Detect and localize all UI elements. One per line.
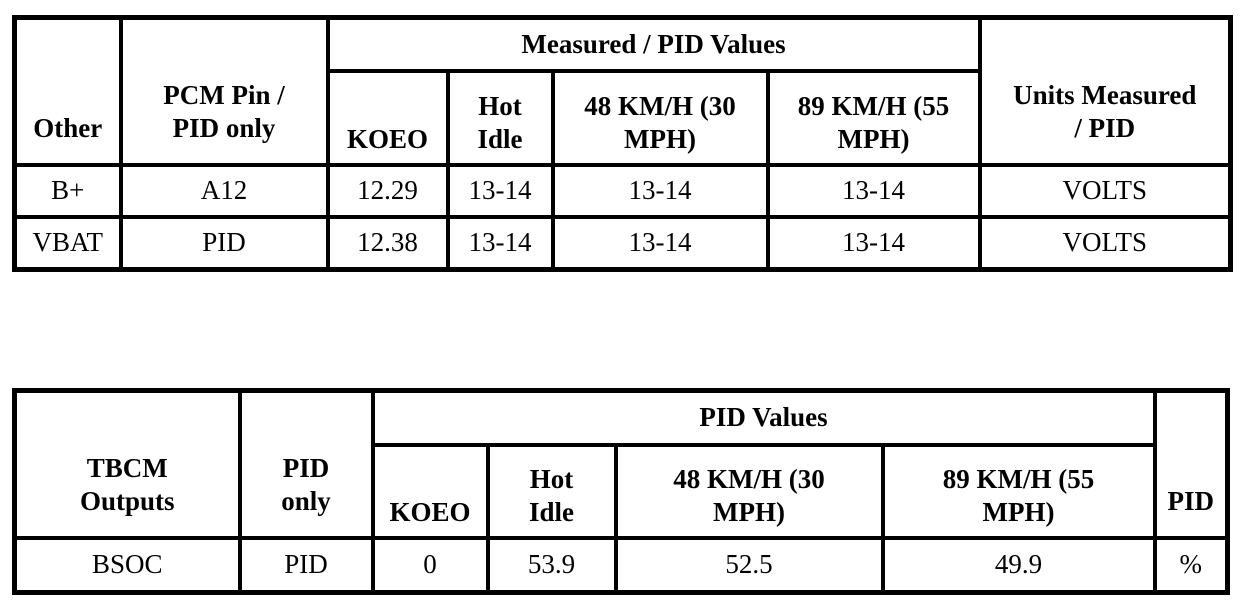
span-header-pid-values: PID Values (370, 388, 1157, 447)
cell-koeo-value: 12.38 (325, 214, 450, 272)
tbcm-outputs-table: TBCM Outputs PID only PID Values PID KOE… (12, 388, 1231, 595)
cell-48kmh-value: 52.5 (613, 535, 885, 595)
cell-signal-name: B+ (12, 162, 123, 219)
cell-pin: PID (118, 214, 330, 272)
col-header-89kmh: 89 KM/H (55 MPH) (765, 68, 982, 167)
cell-89kmh-value: 49.9 (880, 535, 1157, 595)
col-header-hot-idle: Hot Idle (445, 68, 555, 167)
cell-pin: PID (237, 535, 375, 595)
measured-pid-values-table: Other PCM Pin / PID only Measured / PID … (12, 15, 1234, 272)
table-row-bsoc: BSOC PID 0 53.9 52.5 49.9 % (12, 535, 1230, 595)
cell-48kmh-value: 13-14 (550, 214, 770, 272)
header-row-span: Other PCM Pin / PID only Measured / PID … (12, 15, 1233, 167)
table-row-vbat: VBAT PID 12.38 13-14 13-14 13-14 VOLTS (12, 214, 1233, 272)
cell-89kmh-value: 13-14 (765, 162, 982, 219)
cell-pin: A12 (118, 162, 330, 219)
col-header-pid-only: PID only (237, 388, 375, 540)
col-header-pid: PID (1152, 388, 1230, 540)
cell-hot-idle-value: 53.9 (485, 535, 618, 595)
cell-48kmh-value: 13-14 (550, 162, 770, 219)
cell-signal-name: VBAT (12, 214, 123, 272)
col-header-pcm-pin-pid-only: PCM Pin / PID only (118, 15, 330, 167)
header-row-span: TBCM Outputs PID only PID Values PID (12, 388, 1230, 540)
header-row-conditions: KOEO Hot Idle 48 KM/H (30 MPH) 89 KM/H (… (15, 442, 1228, 540)
col-header-koeo: KOEO (370, 442, 490, 540)
header-row-conditions: KOEO Hot Idle 48 KM/H (30 MPH) 89 KM/H (… (15, 68, 1231, 167)
span-header-measured-pid-values: Measured / PID Values (325, 15, 982, 73)
col-header-koeo: KOEO (325, 68, 450, 167)
cell-koeo-value: 0 (370, 535, 490, 595)
col-header-hot-idle: Hot Idle (485, 442, 618, 540)
cell-signal-name: BSOC (12, 535, 242, 595)
col-header-89kmh: 89 KM/H (55 MPH) (880, 442, 1157, 540)
col-header-48kmh: 48 KM/H (30 MPH) (613, 442, 885, 540)
cell-hot-idle-value: 13-14 (445, 214, 555, 272)
col-header-48kmh: 48 KM/H (30 MPH) (550, 68, 770, 167)
col-header-tbcm-outputs: TBCM Outputs (12, 388, 242, 540)
cell-hot-idle-value: 13-14 (445, 162, 555, 219)
cell-89kmh-value: 13-14 (765, 214, 982, 272)
cell-units-value: VOLTS (977, 214, 1233, 272)
col-header-units-measured-pid: Units Measured / PID (977, 15, 1233, 167)
table-row-bplus: B+ A12 12.29 13-14 13-14 13-14 VOLTS (12, 162, 1233, 219)
col-header-other: Other (12, 15, 123, 167)
cell-pid-units-value: % (1152, 535, 1230, 595)
cell-units-value: VOLTS (977, 162, 1233, 219)
cell-koeo-value: 12.29 (325, 162, 450, 219)
